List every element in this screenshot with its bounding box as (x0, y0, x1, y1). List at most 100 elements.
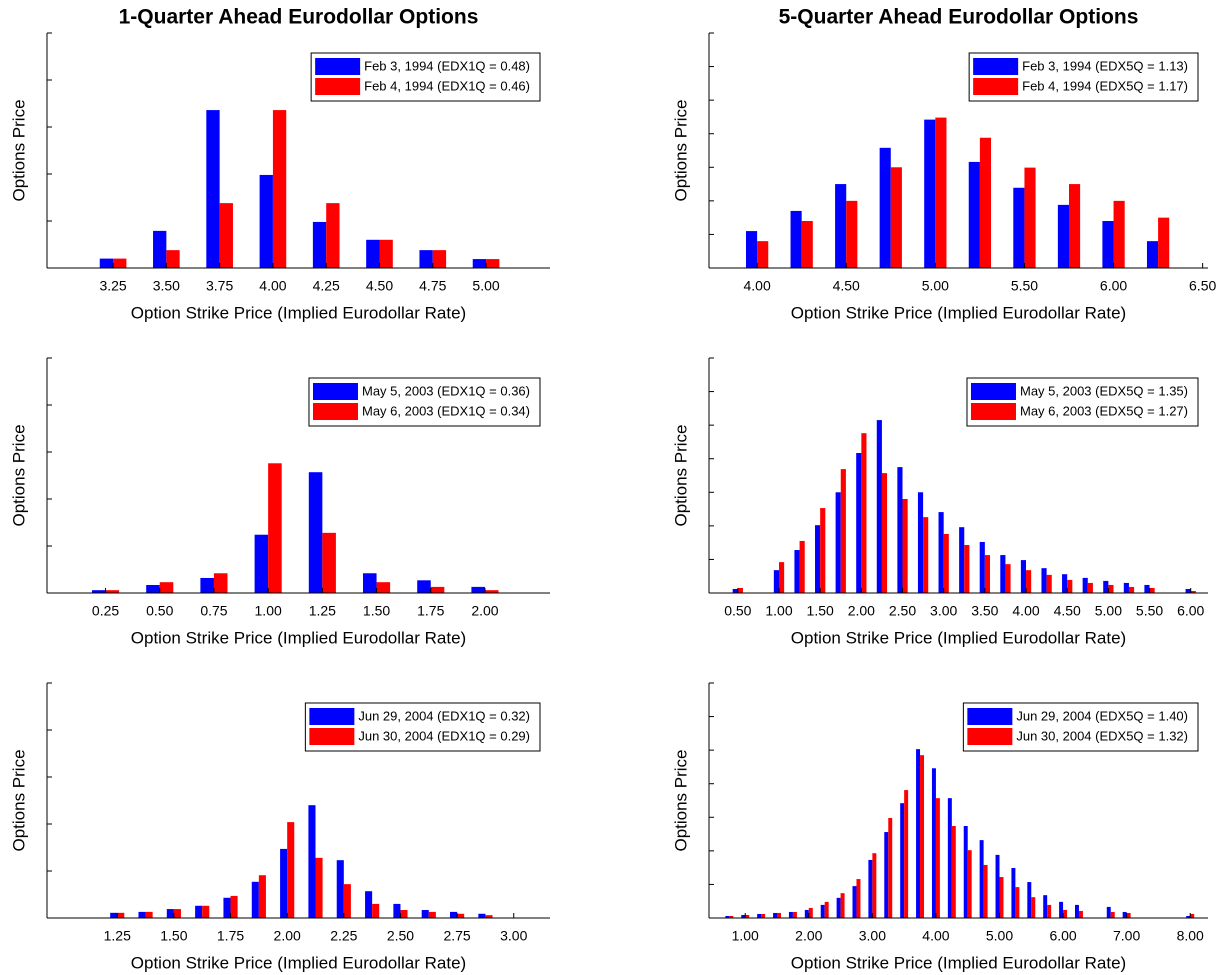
legend-swatch (309, 708, 355, 725)
bar (1000, 555, 1006, 593)
x-tick-label: 3.00 (500, 928, 527, 944)
bar (861, 433, 867, 593)
bar (1082, 577, 1088, 593)
bar (1186, 915, 1191, 918)
legend-swatch (973, 78, 1019, 95)
x-tick-label: 5.50 (1136, 603, 1163, 619)
legend-swatch (967, 728, 1013, 745)
x-tick-label: 5.00 (922, 278, 949, 294)
x-tick-label: 1.50 (363, 603, 390, 619)
bar (1005, 564, 1011, 593)
y-axis-label: Options Price (9, 99, 28, 201)
bar (419, 250, 433, 268)
bar (840, 469, 846, 593)
bar (777, 912, 781, 918)
bar (931, 768, 936, 918)
bar (268, 463, 282, 593)
bar (308, 805, 316, 918)
bar (947, 798, 952, 918)
bar (450, 911, 458, 918)
bar (343, 884, 351, 918)
bar (484, 590, 499, 593)
bar (1078, 910, 1083, 918)
bar (983, 864, 988, 918)
x-axis-label: Option Strike Price (Implied Eurodollar … (791, 953, 1126, 972)
bar (336, 860, 344, 918)
bar (729, 915, 734, 918)
bar (773, 570, 779, 593)
x-tick-label: 3.50 (153, 278, 180, 294)
bar (1063, 909, 1068, 918)
bar (145, 911, 153, 918)
bar (979, 137, 992, 268)
legend-swatch (309, 728, 355, 745)
bar (1047, 904, 1052, 918)
bar (110, 912, 118, 918)
y-axis-label: Options Price (671, 749, 690, 851)
bar (308, 472, 323, 593)
bar (801, 221, 813, 268)
bar (884, 832, 889, 918)
bar (428, 911, 436, 918)
bar (840, 893, 845, 918)
x-axis-label: Option Strike Price (Implied Eurodollar … (131, 953, 466, 972)
bar (312, 221, 327, 268)
bar (478, 913, 486, 918)
bar (117, 912, 125, 918)
bar (200, 577, 214, 593)
bar (900, 803, 905, 918)
bar (924, 119, 936, 268)
bar (732, 588, 738, 593)
legend: Jun 29, 2004 (EDX5Q = 1.40) Jun 30, 2004 … (962, 702, 1199, 752)
bar (206, 110, 220, 268)
x-tick-label: 3.50 (971, 603, 998, 619)
bar (890, 167, 902, 268)
bar (1190, 913, 1195, 918)
bar (820, 904, 825, 918)
x-tick-label: 3.75 (206, 278, 233, 294)
x-tick-label: 2.50 (387, 928, 414, 944)
bar (1031, 897, 1036, 918)
bar (1013, 187, 1025, 268)
x-tick-label: 6.00 (1049, 928, 1076, 944)
bar (916, 749, 921, 918)
bar (761, 913, 766, 918)
bar (897, 467, 903, 593)
legend-label: Jun 30, 2004 (EDX5Q = 1.32) (1016, 728, 1188, 743)
bar (968, 161, 980, 268)
bar (808, 907, 813, 918)
bar (1074, 904, 1079, 918)
bar (372, 903, 380, 918)
legend-label: Feb 3, 1994 (EDX1Q = 0.48) (364, 58, 530, 73)
legend-swatch (312, 403, 358, 420)
y-axis-label: Options Price (671, 99, 690, 201)
legend: Jun 29, 2004 (EDX1Q = 0.32) Jun 30, 2004 … (304, 702, 541, 752)
bar (1113, 200, 1125, 268)
x-tick-label: 0.50 (146, 603, 173, 619)
bar (943, 533, 949, 593)
bar (1062, 574, 1068, 593)
bar (376, 582, 391, 593)
bar (1144, 584, 1150, 593)
bar (725, 915, 730, 918)
bar (230, 895, 238, 918)
x-axis-label: Option Strike Price (Implied Eurodollar … (131, 628, 466, 647)
bar (820, 508, 826, 593)
bar (366, 239, 380, 268)
x-tick-label: 4.00 (1012, 603, 1039, 619)
bar (1146, 241, 1159, 268)
bar (251, 881, 259, 918)
bar (876, 420, 882, 593)
bar (1087, 582, 1093, 593)
legend-label: Feb 4, 1994 (EDX5Q = 1.17) (1022, 78, 1188, 93)
bar (856, 453, 862, 593)
bar (1059, 901, 1064, 918)
bar (904, 790, 909, 918)
x-tick-label: 4.75 (419, 278, 446, 294)
legend: Feb 3, 1994 (EDX5Q = 1.13) Feb 4, 1994 (E… (968, 52, 1199, 102)
x-tick-label: 5.50 (1011, 278, 1038, 294)
bar (979, 840, 984, 918)
x-tick-label: 7.00 (1113, 928, 1140, 944)
chart-title: 5-Quarter Ahead Eurodollar Options (779, 6, 1139, 29)
x-tick-label: 2.25 (330, 928, 357, 944)
